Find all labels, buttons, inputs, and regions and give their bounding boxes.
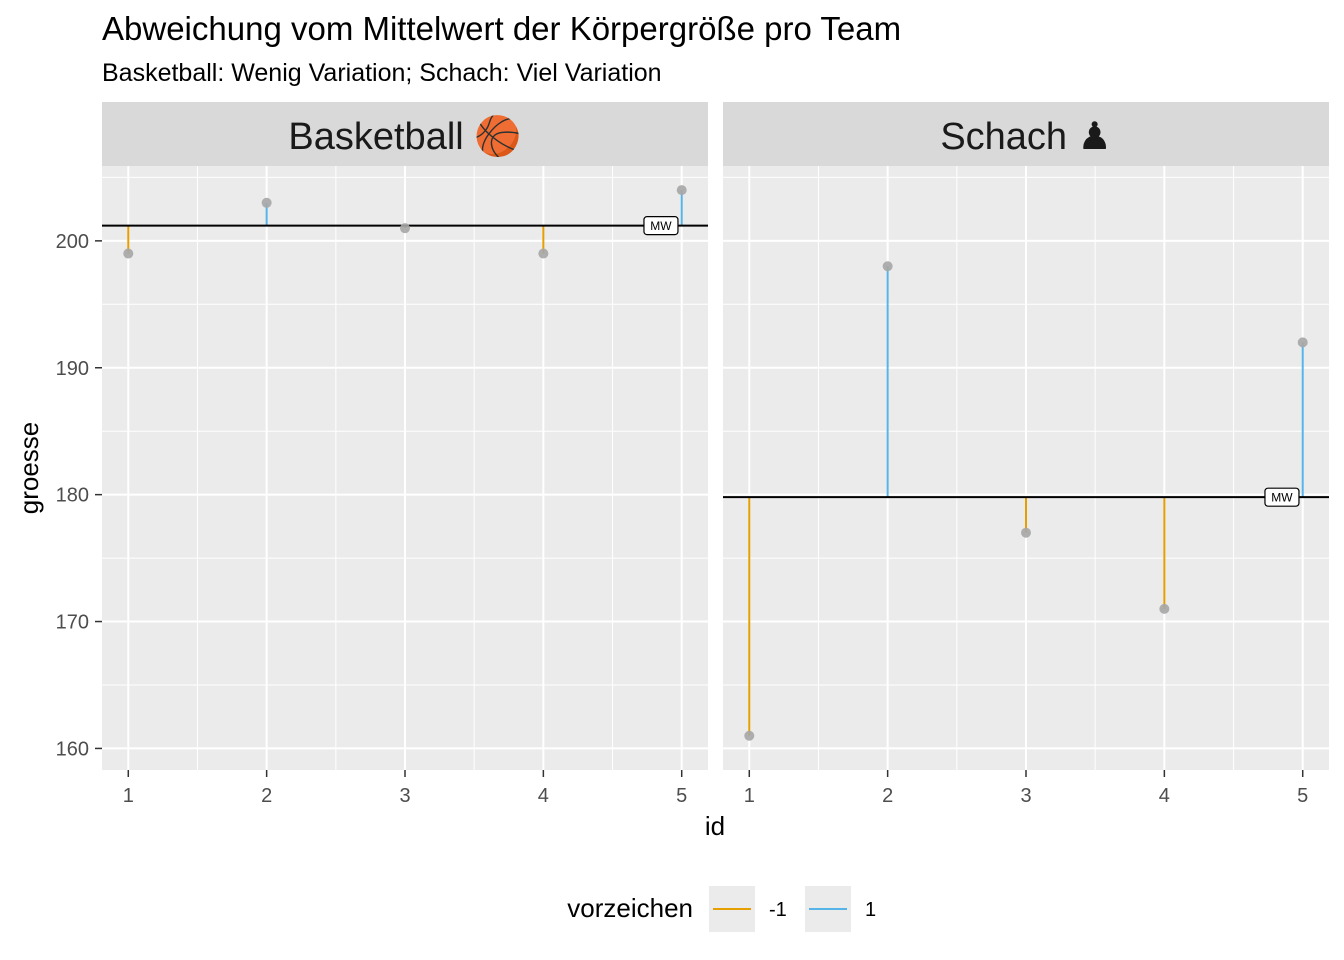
x-tick-label: 2 (882, 785, 893, 807)
x-tick-label: 5 (1297, 785, 1308, 807)
data-point (538, 248, 549, 259)
data-point (261, 197, 272, 208)
data-point (744, 730, 755, 741)
chart-title: Abweichung vom Mittelwert der Körpergröß… (102, 10, 901, 47)
legend-label: -1 (769, 899, 787, 921)
x-tick-label: 1 (744, 785, 755, 807)
mean-label-box (643, 216, 679, 236)
y-axis: 160 170 180 190 200 (56, 231, 102, 760)
data-point (1297, 337, 1308, 348)
mean-label-text: MW (1271, 491, 1293, 505)
legend-item: 1 (805, 886, 876, 932)
x-tick-label: 1 (123, 785, 134, 807)
data-point (882, 261, 893, 272)
mean-label: MW (1264, 487, 1300, 507)
y-axis-title: groesse (14, 422, 44, 515)
facet-strip-label: Basketball 🏀 (288, 111, 521, 160)
y-tick-label: 170 (56, 612, 89, 634)
x-tick-label: 3 (399, 785, 410, 807)
facet-panels: Basketball 🏀 MW Schach ♟ MW (102, 102, 1329, 770)
x-tick-label: 3 (1020, 785, 1031, 807)
mean-label-text: MW (650, 219, 672, 233)
y-tick-label: 190 (56, 358, 89, 380)
data-point (676, 185, 687, 196)
mean-label: MW (643, 216, 679, 236)
x-tick-label: 2 (261, 785, 272, 807)
y-tick-label: 200 (56, 231, 89, 253)
x-tick-label: 5 (676, 785, 687, 807)
data-point (400, 223, 410, 234)
legend-item: -1 (709, 886, 787, 932)
facet-strip (102, 102, 708, 166)
mean-label-box (1264, 487, 1300, 507)
facet-panel-2: Schach ♟ MW (723, 102, 1329, 770)
chart-subtitle: Basketball: Wenig Variation; Schach: Vie… (102, 59, 662, 87)
x-axis: 1 2 3 4 5 1 2 3 4 5 (123, 770, 1308, 807)
y-tick-label: 160 (56, 738, 89, 760)
facet-strip-label: Schach ♟ (940, 116, 1111, 158)
y-tick-label: 180 (56, 485, 89, 507)
legend-title: vorzeichen (567, 893, 693, 923)
x-axis-title: id (705, 811, 725, 841)
data-point (1159, 603, 1170, 614)
facet-strip (723, 102, 1329, 166)
legend: vorzeichen -1 1 (567, 886, 876, 932)
x-tick-label: 4 (538, 785, 549, 807)
facet-panel-1: Basketball 🏀 MW (102, 102, 708, 770)
data-point (1021, 527, 1031, 538)
data-point (123, 248, 134, 259)
legend-label: 1 (865, 899, 876, 921)
x-tick-label: 4 (1159, 785, 1170, 807)
